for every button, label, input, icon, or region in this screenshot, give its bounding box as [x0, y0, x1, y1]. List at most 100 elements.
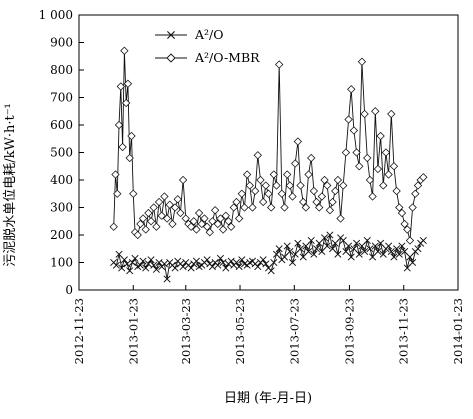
- data-point: [312, 245, 321, 253]
- series-2: [109, 46, 428, 245]
- data-point: [368, 192, 377, 201]
- data-point: [238, 256, 246, 264]
- data-point: [381, 148, 391, 157]
- data-point: [150, 261, 158, 269]
- data-point: [285, 181, 295, 190]
- data-point: [363, 236, 371, 245]
- data-point: [369, 253, 377, 261]
- data-point: [408, 203, 417, 212]
- data-point: [379, 250, 387, 258]
- data-point: [176, 208, 185, 218]
- data-point: [334, 250, 342, 258]
- data-point: [355, 162, 364, 171]
- data-point: [259, 256, 267, 264]
- data-point: [197, 219, 206, 229]
- x-tick-label: 2014-01-23: [451, 298, 465, 364]
- data-point: [160, 192, 169, 201]
- data-point: [237, 189, 246, 198]
- data-point: [299, 197, 308, 207]
- data-point: [296, 181, 305, 190]
- series-line-1: [113, 234, 424, 280]
- data-point: [234, 214, 244, 223]
- data-point: [264, 189, 273, 198]
- data-point: [302, 242, 310, 250]
- data-point: [331, 239, 339, 247]
- data-point: [398, 242, 406, 250]
- data-point: [320, 175, 329, 185]
- data-point: [219, 258, 227, 267]
- data-point: [333, 175, 343, 185]
- data-point: [304, 170, 313, 179]
- data-point: [326, 231, 334, 239]
- data-point: [160, 260, 168, 268]
- data-point: [390, 253, 398, 261]
- data-point: [366, 245, 374, 253]
- data-point: [218, 225, 228, 234]
- data-point: [339, 181, 348, 190]
- data-point: [283, 242, 291, 250]
- data-point: [235, 263, 243, 271]
- data-point: [293, 137, 303, 146]
- series-line-2: [113, 50, 424, 241]
- data-point: [267, 203, 276, 212]
- data-point: [194, 208, 204, 218]
- data-point: [118, 142, 127, 152]
- data-point: [232, 258, 241, 267]
- data-point: [173, 195, 182, 204]
- data-point: [331, 186, 340, 196]
- data-point: [136, 261, 144, 269]
- data-point: [229, 203, 238, 212]
- data-point: [272, 250, 281, 258]
- data-point: [221, 211, 230, 220]
- data-point: [286, 247, 294, 256]
- data-point: [112, 261, 120, 269]
- data-point: [317, 192, 327, 201]
- data-point: [226, 222, 236, 231]
- data-point: [414, 245, 422, 253]
- data-point: [307, 236, 315, 245]
- data-point: [262, 260, 270, 268]
- data-point: [280, 253, 289, 261]
- data-point: [152, 265, 160, 273]
- y-tick-label: 300: [50, 201, 73, 215]
- y-tick-label: 400: [50, 173, 73, 187]
- data-point: [401, 247, 409, 256]
- data-point: [138, 214, 148, 223]
- x-tick-label: 2013-05-23: [233, 298, 247, 364]
- data-point: [269, 170, 279, 179]
- data-point: [208, 263, 217, 271]
- data-point: [419, 236, 427, 245]
- data-point: [315, 203, 324, 212]
- data-point: [280, 203, 289, 212]
- data-point: [181, 214, 190, 223]
- data-point: [403, 264, 411, 272]
- data-point: [350, 245, 358, 253]
- data-point: [291, 159, 300, 168]
- data-point: [347, 85, 356, 94]
- data-point: [365, 175, 375, 185]
- data-point: [133, 230, 142, 240]
- data-point: [165, 200, 174, 209]
- y-tick-label: 800: [50, 63, 73, 77]
- data-point: [349, 126, 359, 135]
- data-point: [373, 164, 383, 174]
- data-point: [168, 219, 177, 229]
- data-point: [245, 181, 254, 190]
- data-point: [288, 192, 297, 201]
- data-point: [139, 257, 147, 265]
- data-point: [144, 208, 153, 218]
- data-point: [147, 256, 155, 264]
- data-point: [123, 260, 131, 268]
- data-point: [248, 203, 257, 212]
- data-point: [411, 189, 420, 198]
- data-point: [301, 203, 311, 212]
- legend-label: A²/O-MBR: [194, 50, 260, 65]
- data-point: [115, 250, 123, 258]
- data-point: [357, 57, 367, 66]
- data-point: [392, 186, 401, 196]
- data-point: [294, 239, 302, 247]
- data-point: [309, 186, 319, 196]
- data-point: [109, 222, 118, 231]
- data-point: [395, 250, 403, 258]
